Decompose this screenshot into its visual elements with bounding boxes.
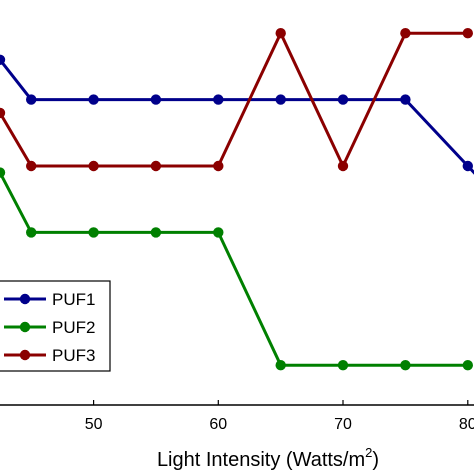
- x-axis-title-superscript: 2: [365, 445, 372, 460]
- data-point-puf3: [462, 28, 473, 39]
- data-point-puf1: [26, 94, 37, 105]
- legend-label: PUF1: [52, 290, 95, 309]
- series-line-puf3: [0, 29, 468, 170]
- data-point-puf1: [88, 94, 99, 105]
- series-puf2: [0, 167, 473, 371]
- data-point-puf2: [150, 227, 162, 238]
- data-point-puf1: [462, 160, 473, 172]
- data-point-puf2: [0, 167, 6, 178]
- legend-label: PUF2: [52, 318, 95, 337]
- data-point-puf2: [337, 360, 349, 371]
- data-point-puf2: [213, 227, 224, 238]
- data-point-puf3: [26, 160, 37, 172]
- data-point-puf3: [275, 28, 286, 39]
- series-line-puf2: [0, 169, 468, 367]
- data-point-puf3: [150, 160, 162, 172]
- legend-item-puf3: PUF3: [4, 346, 95, 365]
- data-point-puf2: [26, 227, 37, 238]
- data-point-puf2: [462, 360, 473, 371]
- legend-item-puf1: PUF1: [4, 290, 95, 309]
- legend-swatch-marker: [19, 349, 31, 361]
- data-point-puf3: [213, 160, 224, 172]
- series-layer: [0, 28, 474, 371]
- data-point-puf1: [0, 54, 6, 65]
- series-puf1: [0, 54, 474, 175]
- data-point-puf3: [88, 160, 99, 172]
- data-point-puf3: [337, 160, 349, 172]
- x-tick-label: 60: [209, 416, 227, 433]
- data-point-puf3: [400, 28, 411, 39]
- x-tick-label: 80: [459, 416, 474, 433]
- data-point-puf2: [275, 360, 286, 371]
- data-point-puf3: [0, 107, 6, 119]
- data-point-puf2: [88, 227, 99, 238]
- data-point-puf1: [213, 94, 224, 105]
- data-point-puf1: [400, 94, 411, 105]
- x-tick-label: 50: [85, 416, 103, 433]
- legend: PUF1 PUF2 PUF3: [0, 280, 111, 372]
- x-axis-title-close: ): [372, 449, 379, 471]
- x-axis-title-main: Light Intensity (Watts/m: [157, 449, 365, 471]
- data-point-puf1: [337, 94, 349, 105]
- legend-item-puf2: PUF2: [4, 318, 95, 337]
- data-point-puf1: [275, 94, 286, 105]
- legend-swatch-marker: [19, 293, 31, 305]
- x-ticks: 50 60 70 80: [85, 400, 474, 433]
- legend-label: PUF3: [52, 346, 95, 365]
- x-tick-label: 70: [334, 416, 352, 433]
- x-axis-title: Light Intensity (Watts/m2): [157, 445, 379, 471]
- legend-swatch-marker: [19, 321, 31, 333]
- data-point-puf2: [400, 360, 411, 371]
- data-point-puf1: [150, 94, 162, 105]
- series-puf3: [0, 28, 473, 172]
